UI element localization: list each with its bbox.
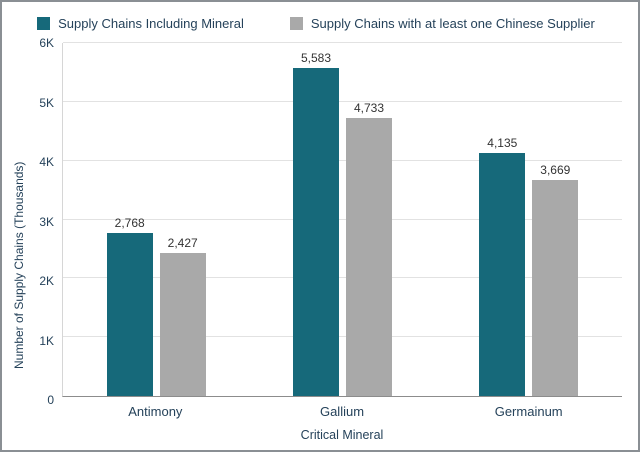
legend-swatch-gray (289, 17, 303, 30)
bar-value-label: 3,669 (540, 163, 571, 178)
y-tick-label: 0 (47, 393, 54, 407)
bar-value-label: 2,427 (167, 236, 198, 251)
bar (106, 233, 153, 396)
bar (159, 253, 206, 396)
bar-column: 2,427 (159, 43, 206, 396)
bar (479, 152, 526, 396)
gridline (63, 42, 622, 43)
bar-value-label: 4,733 (353, 100, 384, 115)
x-tick-label: Antimony (128, 404, 183, 419)
legend-item-including-mineral: Supply Chains Including Mineral (37, 16, 244, 31)
bar-column: 2,768 (106, 43, 153, 396)
gridline (63, 159, 622, 161)
chart-body: Number of Supply Chains (Thousands) 0 1K 2… (10, 36, 622, 444)
plot-area: 2,768 2,427 5,583 4,733 4,135 3,669 (62, 42, 622, 397)
x-tick-label: Gallium (319, 404, 365, 419)
bar-column: 5,583 (292, 43, 339, 396)
bar-group-germainum: 4,135 3,669 (436, 43, 622, 396)
legend-label: Supply Chains Including Mineral (58, 16, 244, 31)
gridline (63, 336, 622, 338)
gridline (63, 100, 622, 102)
bar-value-label: 4,135 (487, 135, 518, 150)
bar-column: 3,669 (532, 43, 579, 396)
y-ticks: 0 1K 2K 3K 4K 5K 6K (28, 36, 62, 407)
bar-column: 4,135 (479, 43, 526, 396)
x-axis-title: Critical Mineral (300, 428, 384, 442)
legend-label: Supply Chains with at least one Chinese … (310, 16, 595, 31)
y-tick-label: 4K (39, 155, 54, 169)
y-tick-label: 6K (39, 36, 54, 50)
legend-item-chinese-supplier: Supply Chains with at least one Chinese … (289, 16, 595, 31)
x-tick-label: Germainum (494, 404, 563, 419)
plot-wrap: 2,768 2,427 5,583 4,733 4,135 3,669 Antimony G… (62, 42, 622, 444)
bar (532, 180, 579, 396)
bar-groups: 2,768 2,427 5,583 4,733 4,135 3,669 (63, 43, 622, 396)
bar-group-gallium: 5,583 4,733 (249, 43, 435, 396)
bar-group-antimony: 2,768 2,427 (63, 43, 249, 396)
bar (292, 67, 339, 396)
bar-value-label: 2,768 (114, 216, 145, 231)
legend-swatch-teal (37, 17, 51, 30)
gridline (63, 218, 622, 220)
bar-value-label: 5,583 (300, 50, 331, 65)
legend: Supply Chains Including Mineral Supply C… (10, 10, 622, 43)
bar-column: 4,733 (345, 43, 392, 396)
y-tick-label: 1K (39, 333, 54, 348)
y-tick-label: 5K (39, 95, 54, 110)
bar (345, 117, 392, 396)
y-axis-title: Number of Supply Chains (Thousands) (12, 161, 26, 370)
y-tick-label: 2K (39, 274, 54, 288)
gridline (63, 277, 622, 279)
x-tick-labels: Antimony Gallium Germainum (62, 397, 622, 422)
y-tick-label: 3K (39, 214, 54, 229)
